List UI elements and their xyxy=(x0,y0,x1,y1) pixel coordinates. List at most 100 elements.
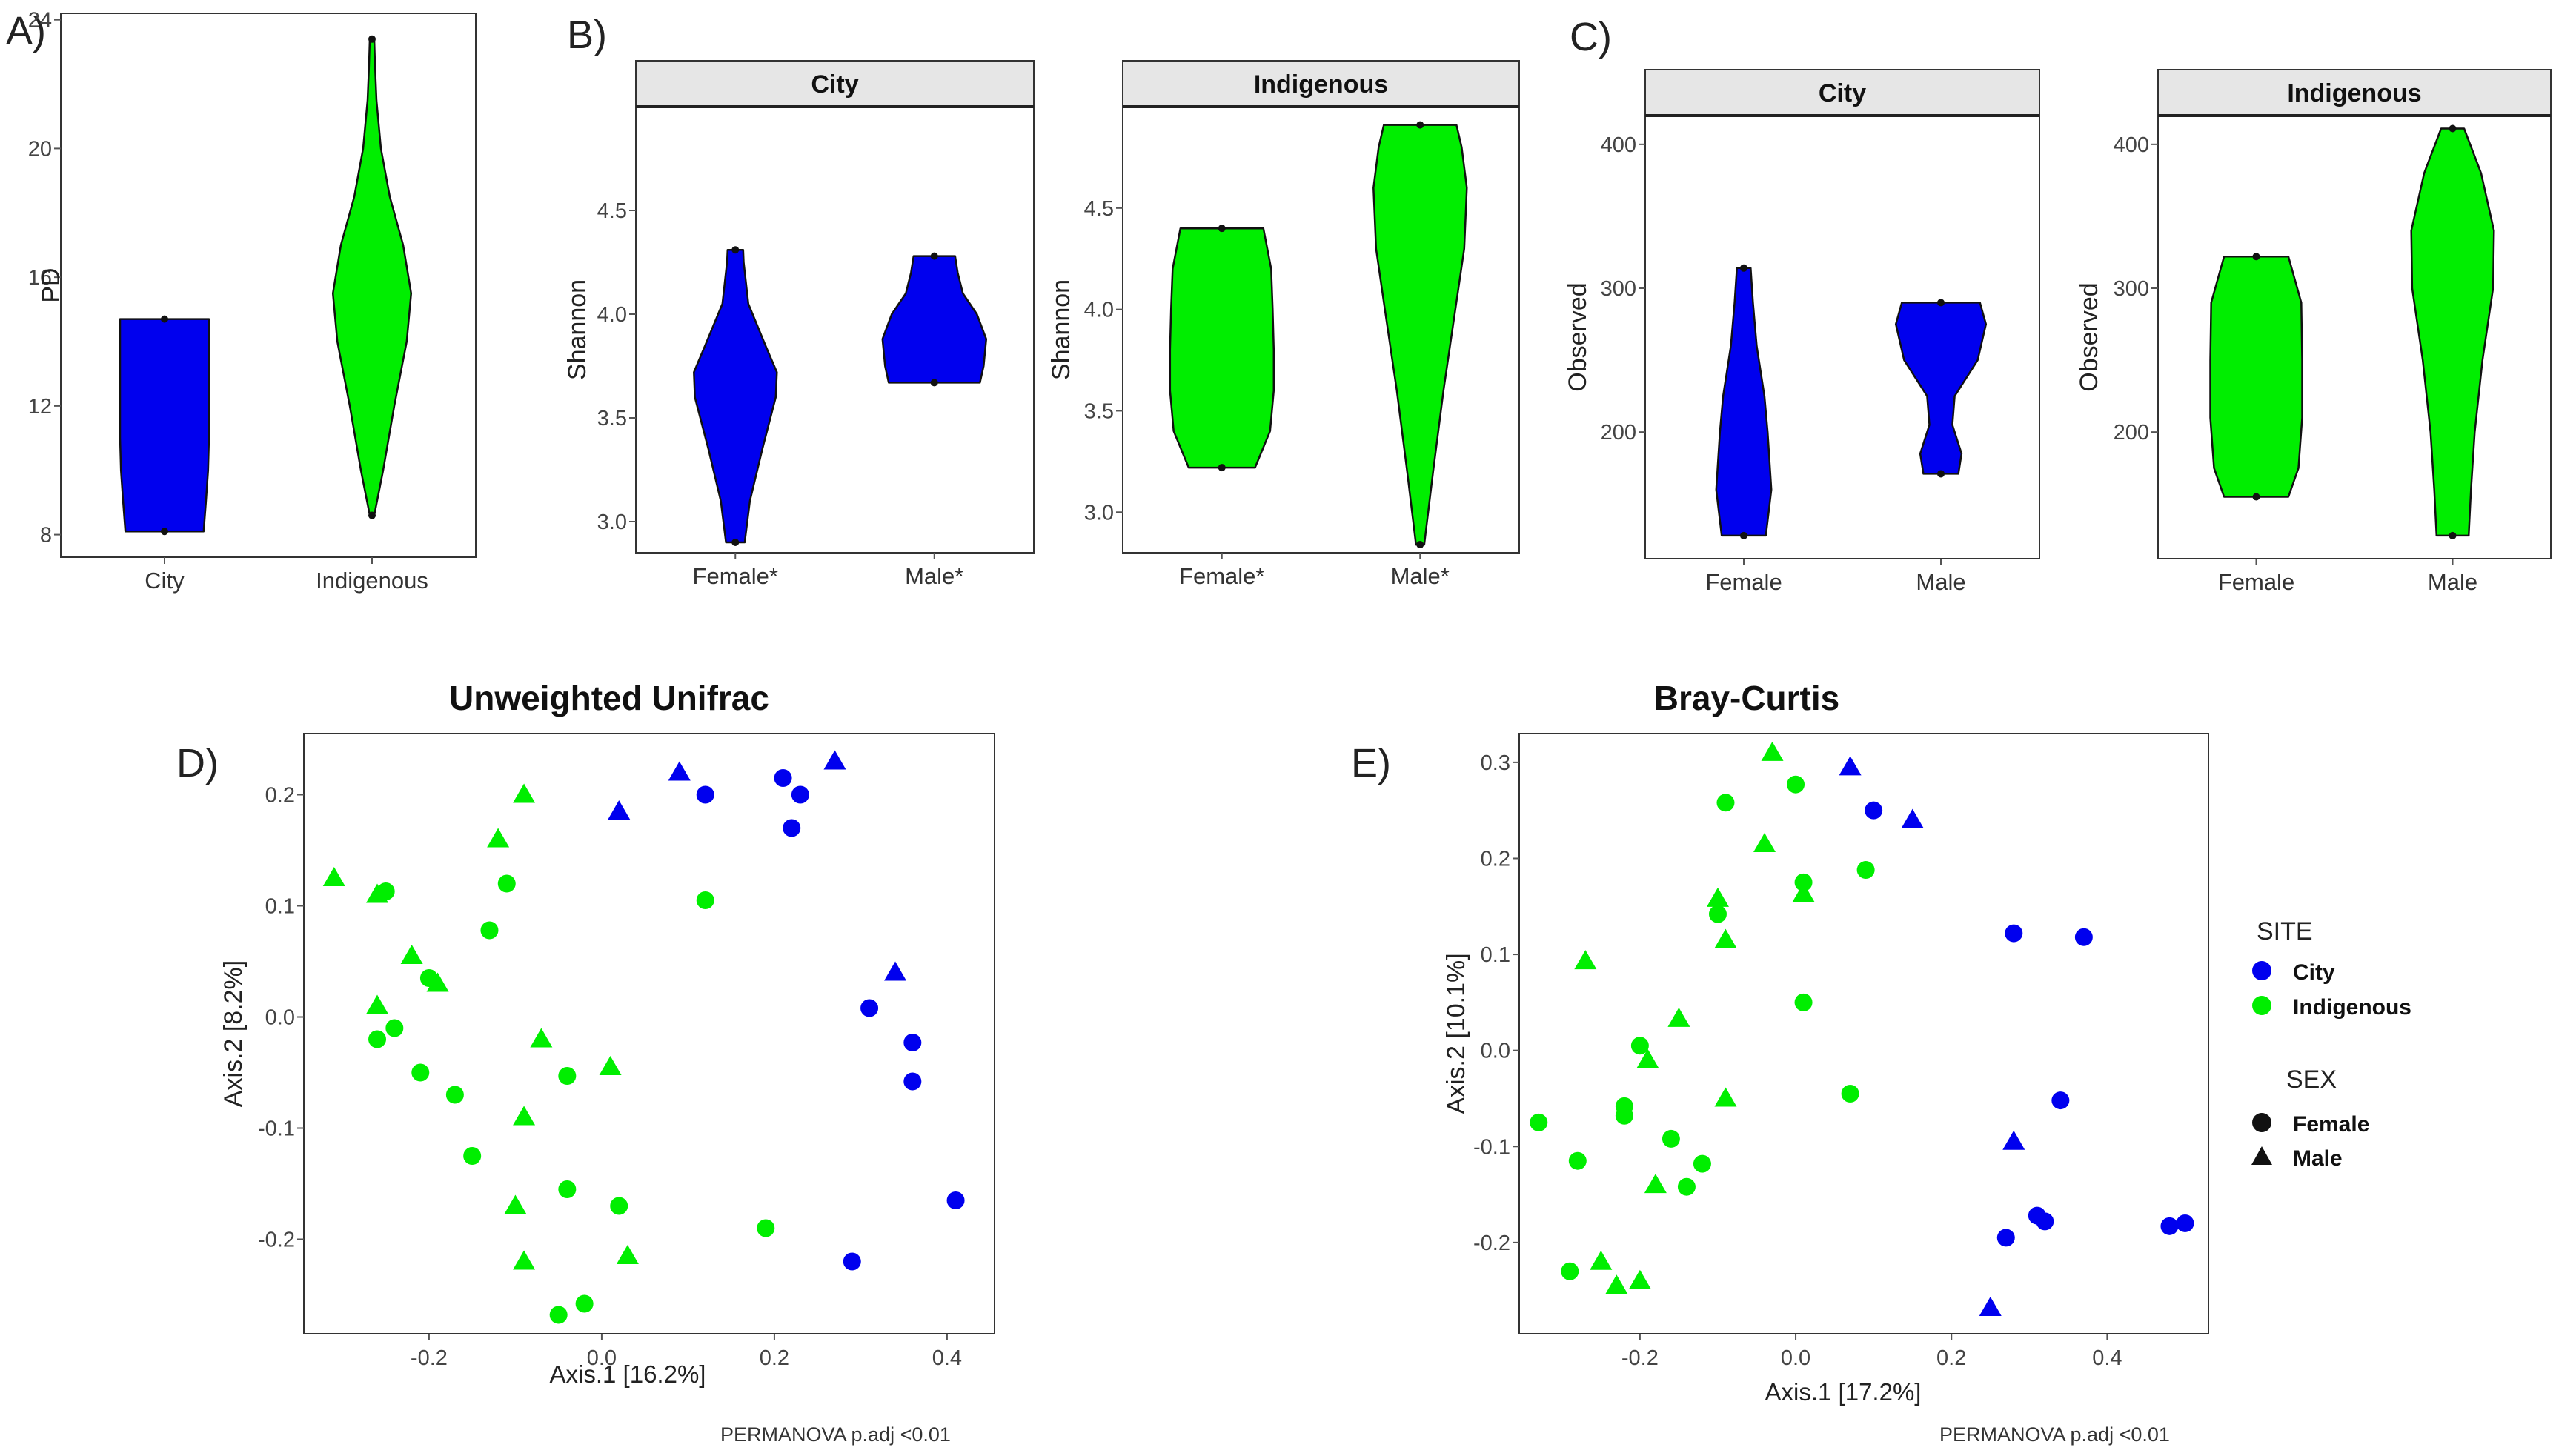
y-tick-label-d-2: 0.0 xyxy=(265,1006,295,1030)
panel-a: A) 8 12 16 20 24 PD City Indigenous xyxy=(6,9,477,594)
point-d-16 xyxy=(530,1028,553,1048)
point-d-20 xyxy=(558,1067,577,1085)
legend-site-city-swatch xyxy=(2252,961,2271,980)
point-d-34 xyxy=(783,819,801,837)
point-e-15 xyxy=(1693,1154,1711,1173)
violin-max-point-c-indigenous-0 xyxy=(2252,253,2260,261)
y-axis-label-d: Axis.2 [8.2%] xyxy=(219,960,248,1107)
point-d-14 xyxy=(497,874,516,893)
violin-b-city-1 xyxy=(881,255,988,384)
point-d-26 xyxy=(616,1245,639,1264)
x-tick-label-e-0: -0.2 xyxy=(1621,1346,1659,1370)
panel-c-city: C) City 200 300 400 Observed Female Male xyxy=(1564,15,2040,595)
y-tick-label-c-city-0: 200 xyxy=(1601,421,1636,445)
legend-sex-male-label: Male xyxy=(2293,1146,2343,1171)
panel-label-a: A) xyxy=(6,9,46,53)
point-e-16 xyxy=(1706,887,1729,907)
point-e-9 xyxy=(1630,1037,1649,1055)
point-e-6 xyxy=(1628,1269,1651,1289)
y-tick-label-a-0: 8 xyxy=(40,524,52,548)
x-tick-label-c-city-0: Female xyxy=(1705,569,1782,595)
point-e-24 xyxy=(1794,873,1813,891)
violin-max-point-b-city-0 xyxy=(731,246,740,254)
point-d-12 xyxy=(480,921,499,940)
x-tick-label-e-2: 0.2 xyxy=(1936,1346,1966,1370)
point-e-35 xyxy=(2051,1091,2070,1110)
violin-b-city-0 xyxy=(693,248,778,544)
point-e-28 xyxy=(1856,861,1875,880)
point-d-35 xyxy=(823,750,846,770)
plot-frame-e xyxy=(1518,733,2209,1334)
point-d-17 xyxy=(504,1194,527,1214)
legend-sex-female-label: Female xyxy=(2293,1112,2369,1137)
point-d-9 xyxy=(411,1063,430,1082)
point-e-38 xyxy=(1996,1229,2015,1247)
legend-site-indigenous-label: Indigenous xyxy=(2293,995,2411,1020)
point-d-13 xyxy=(487,828,510,848)
point-e-40 xyxy=(2160,1217,2179,1235)
y-axis-label-e: Axis.2 [10.1%] xyxy=(1442,953,1470,1114)
facet-strip-b-city xyxy=(635,60,1035,107)
legend-site-city-label: City xyxy=(2293,960,2335,985)
point-d-5 xyxy=(368,1030,387,1048)
facet-strip-label-b-city: City xyxy=(811,70,858,99)
violin-c-indigenous-0 xyxy=(2209,256,2303,498)
x-tick-label-e-3: 0.4 xyxy=(2092,1346,2122,1370)
point-d-21 xyxy=(558,1180,577,1198)
y-axis-label-c-indigenous: Observed xyxy=(2075,282,2103,391)
point-d-0 xyxy=(322,867,345,886)
x-tick-label-e-1: 0.0 xyxy=(1781,1346,1810,1370)
point-e-19 xyxy=(1714,1087,1737,1107)
x-tick-label-c-indigenous-1: Male xyxy=(2428,569,2477,595)
violin-max-point-b-indigenous-1 xyxy=(1416,121,1424,129)
legend-sex-male-swatch xyxy=(2251,1146,2272,1165)
panel-b-indigenous: Indigenous 3.0 3.5 4.0 4.5 Shannon Female* Male… xyxy=(1047,60,1520,589)
point-d-4 xyxy=(366,994,389,1014)
violin-max-point-c-city-0 xyxy=(1740,264,1747,272)
point-e-10 xyxy=(1636,1048,1659,1068)
point-e-34 xyxy=(2002,1130,2025,1150)
panel-b-city: B) City 3.0 3.5 4.0 4.5 Shannon Female* Male* xyxy=(563,13,1035,589)
y-tick-label-d-4: 0.2 xyxy=(265,784,295,808)
violin-max-point-a-1 xyxy=(368,35,376,43)
point-e-39 xyxy=(1979,1297,2002,1317)
point-d-6 xyxy=(385,1019,404,1037)
point-d-8 xyxy=(426,972,449,992)
point-e-20 xyxy=(1716,794,1735,812)
legend: SITE City Indigenous SEX Female Male xyxy=(2251,917,2411,1171)
point-d-41 xyxy=(843,1252,861,1271)
legend-sex-female-swatch xyxy=(2252,1113,2271,1132)
y-tick-label-d-1: -0.1 xyxy=(258,1117,295,1141)
y-tick-label-c-indigenous-2: 400 xyxy=(2114,133,2149,157)
legend-site-title: SITE xyxy=(2257,917,2313,945)
y-axis-label-a: PD xyxy=(37,267,65,302)
point-e-37 xyxy=(2036,1212,2054,1231)
y-tick-label-c-city-2: 400 xyxy=(1601,133,1636,157)
x-axis-label-d: Axis.1 [16.2%] xyxy=(550,1360,706,1388)
footnote-e: PERMANOVA p.adj <0.01 xyxy=(1939,1423,2170,1446)
violin-min-point-b-indigenous-0 xyxy=(1218,464,1226,472)
y-tick-label-a-4: 24 xyxy=(28,9,52,33)
panel-label-c-city: C) xyxy=(1570,15,1612,59)
point-d-39 xyxy=(903,1072,922,1091)
violin-max-point-b-city-1 xyxy=(930,252,938,260)
point-e-5 xyxy=(1605,1274,1628,1294)
x-tick-label-a-1: Indigenous xyxy=(316,568,428,594)
y-tick-label-e-5: 0.3 xyxy=(1481,751,1510,775)
point-e-3 xyxy=(1574,950,1597,970)
chart-title-e: Bray-Curtis xyxy=(1654,679,1840,717)
y-tick-label-a-1: 12 xyxy=(28,395,52,419)
point-e-8 xyxy=(1615,1106,1633,1125)
point-e-12 xyxy=(1662,1129,1680,1148)
point-e-11 xyxy=(1644,1174,1667,1194)
y-axis-label-b-indigenous: Shannon xyxy=(1047,279,1075,380)
x-tick-label-b-indigenous-1: Male* xyxy=(1391,563,1450,589)
legend-sex-title: SEX xyxy=(2286,1066,2337,1094)
legend-site-indigenous-swatch xyxy=(2252,996,2271,1015)
y-tick-label-c-city-1: 300 xyxy=(1601,277,1636,301)
facet-strip-label-c-city: City xyxy=(1819,79,1866,107)
point-e-14 xyxy=(1677,1177,1696,1196)
point-e-30 xyxy=(1865,801,1883,820)
plot-frame-d xyxy=(303,733,995,1334)
panel-d: D) -0.2 -0.1 0.0 0.1 0.2 Axis.2 [8.2%] -0.2 0.0 0… xyxy=(176,679,995,1446)
